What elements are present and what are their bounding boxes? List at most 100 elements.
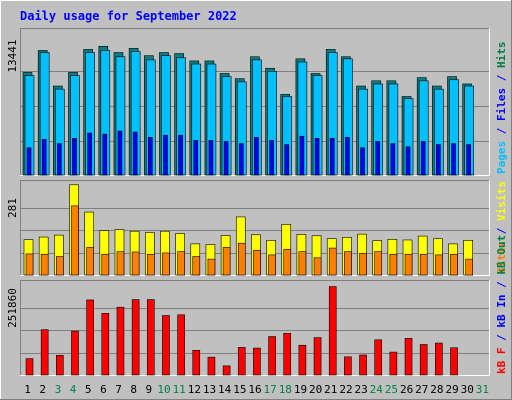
bar-sites-day-23 <box>359 252 367 276</box>
x-tick-label: 15 <box>233 383 246 396</box>
x-tick-label: 22 <box>339 383 352 396</box>
bar-sites-day-4 <box>71 205 79 276</box>
bar-sites-day-9 <box>146 253 155 276</box>
x-tick-label: 28 <box>430 383 443 396</box>
bar-pages-day-10 <box>163 134 168 176</box>
bar-kb-f-day-10 <box>162 315 170 376</box>
bar-pages-day-17 <box>269 140 274 176</box>
bar-pages-day-12 <box>193 140 199 176</box>
legend-entry: / <box>495 221 508 241</box>
x-tick-label: 10 <box>157 383 170 396</box>
bar-kb-f-day-21 <box>328 286 337 376</box>
bar-sites-day-11 <box>177 251 185 276</box>
x-tick-label: 1 <box>24 383 31 396</box>
bar-pages-day-27 <box>420 141 426 176</box>
legend-entry: kB Out <box>495 235 508 275</box>
bar-kb-f-day-2 <box>40 329 49 376</box>
x-tick-label: 20 <box>309 383 322 396</box>
x-tick-label: 11 <box>173 383 186 396</box>
x-tick-label: 14 <box>218 383 232 396</box>
series-legend: Pages / Files / Hits <box>495 42 508 175</box>
bar-kb-f-day-18 <box>283 332 292 376</box>
bar-kb-f-day-4 <box>71 330 79 376</box>
bar-sites-day-8 <box>131 251 140 276</box>
bar-kb-f-day-13 <box>207 356 216 376</box>
bar-sites-day-29 <box>450 253 458 276</box>
bar-pages-day-5 <box>87 132 92 176</box>
bar-sites-day-1 <box>25 253 34 276</box>
x-tick-label: 18 <box>279 383 292 396</box>
x-tick-label: 29 <box>445 383 458 396</box>
x-tick-label: 8 <box>130 383 137 396</box>
bar-pages-day-9 <box>147 136 153 176</box>
bar-kb-f-day-17 <box>268 336 276 376</box>
bar-pages-day-7 <box>117 130 123 176</box>
bar-kb-f-day-26 <box>404 338 413 376</box>
legend-entry: Visits <box>495 181 508 221</box>
x-tick-label: 19 <box>294 383 307 396</box>
x-tick-label: 26 <box>400 383 413 396</box>
bar-sites-day-10 <box>162 252 170 276</box>
bar-sites-day-25 <box>389 253 398 276</box>
bar-sites-day-24 <box>374 251 383 276</box>
x-tick-label: 30 <box>461 383 474 396</box>
bar-sites-day-22 <box>344 251 352 276</box>
bar-sites-day-2 <box>40 253 49 276</box>
bar-sites-day-12 <box>192 256 201 276</box>
x-tick-label: 3 <box>55 383 62 396</box>
bar-kb-f-day-29 <box>450 347 458 376</box>
bar-sites-day-15 <box>237 242 246 276</box>
bar-kb-f-day-19 <box>298 344 307 376</box>
bar-pages-day-30 <box>466 144 471 176</box>
bar-pages-day-23 <box>360 147 365 176</box>
bar-pages-day-18 <box>284 144 290 176</box>
x-tick-label: 13 <box>203 383 216 396</box>
bar-pages-day-19 <box>299 135 305 176</box>
bar-kb-f-day-28 <box>435 342 443 376</box>
legend-entry: Pages <box>495 141 508 174</box>
bar-sites-day-7 <box>116 251 125 276</box>
x-tick-label: 21 <box>324 383 337 396</box>
bar-kb-f-day-7 <box>116 306 125 376</box>
bar-pages-day-1 <box>26 147 32 176</box>
bar-pages-day-20 <box>314 138 320 176</box>
x-tick-label: 23 <box>355 383 368 396</box>
bar-sites-day-28 <box>435 254 443 276</box>
bar-sites-day-5 <box>86 247 94 276</box>
bar-pages-day-29 <box>451 143 456 176</box>
bar-sites-day-13 <box>207 258 216 276</box>
bar-kb-f-day-25 <box>389 351 398 376</box>
bar-pages-day-16 <box>254 136 259 176</box>
bar-kb-f-day-11 <box>177 314 185 376</box>
chart-title: Daily usage for September 2022 <box>20 9 237 23</box>
bar-pages-day-3 <box>57 143 62 176</box>
x-tick-label: 7 <box>115 383 122 396</box>
bar-kb-f-day-9 <box>146 299 155 376</box>
x-tick-label: 16 <box>248 383 261 396</box>
x-tick-label: 6 <box>100 383 107 396</box>
x-tick-label: 17 <box>264 383 277 396</box>
bar-pages-day-25 <box>390 143 396 176</box>
bar-kb-f-day-24 <box>374 339 383 376</box>
bar-sites-day-18 <box>283 249 292 276</box>
bar-pages-day-22 <box>345 136 350 176</box>
bar-pages-day-14 <box>223 141 229 176</box>
legend-entry: / <box>495 121 508 141</box>
legend-entry: Sites <box>495 241 508 274</box>
bar-sites-day-27 <box>419 253 428 276</box>
bar-pages-day-6 <box>102 133 108 176</box>
bar-sites-day-3 <box>56 256 64 276</box>
bar-sites-day-17 <box>268 254 276 276</box>
bar-kb-f-day-6 <box>101 313 110 376</box>
bar-pages-day-15 <box>238 143 244 176</box>
bar-kb-f-day-15 <box>237 347 246 376</box>
legend-entry: / <box>495 275 508 295</box>
y-max-label: 281 <box>6 198 19 218</box>
bar-kb-f-day-20 <box>313 337 322 376</box>
bar-sites-day-30 <box>465 258 473 276</box>
bar-sites-day-16 <box>253 250 261 276</box>
bar-kb-f-day-5 <box>86 299 94 376</box>
bar-kb-f-day-14 <box>222 365 231 376</box>
bar-pages-day-24 <box>375 141 381 176</box>
bar-kb-f-day-1 <box>25 358 34 376</box>
